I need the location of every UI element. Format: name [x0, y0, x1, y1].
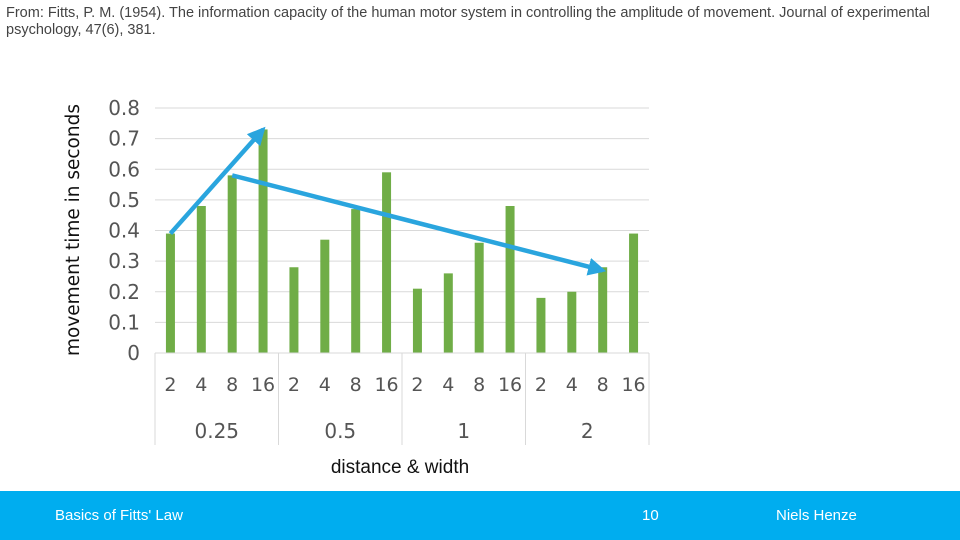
chart-arrows [168, 126, 607, 276]
x-tick-label: 2 [288, 374, 300, 396]
y-axis-title: movement time in seconds [63, 104, 84, 356]
x-axis-title: distance & width [331, 457, 469, 478]
x-tick-label: 2 [535, 374, 547, 396]
y-tick-label: 0.5 [108, 188, 140, 212]
bar [227, 175, 237, 353]
bar [165, 233, 175, 353]
y-tick-label: 0 [127, 341, 140, 365]
x-tick-label: 4 [442, 374, 454, 396]
x-tick-label: 16 [251, 374, 275, 396]
y-tick-label: 0.2 [108, 280, 140, 304]
y-tick-label: 0.7 [108, 127, 140, 151]
bar [258, 129, 268, 353]
y-tick-label: 0.4 [108, 219, 140, 243]
bar [320, 239, 330, 353]
x-group-labels: 0.25 0.5 1 2 [194, 419, 593, 443]
footer-bar: Basics of Fitts' Law 10 Niels Henze [0, 491, 960, 540]
bar [598, 267, 608, 353]
x-tick-label: 2 [411, 374, 423, 396]
y-tick-label: 0.6 [108, 157, 140, 181]
bar [382, 172, 392, 353]
bar [289, 267, 299, 353]
bar-chart: 00.10.20.30.40.50.60.70.8 2 4 8 16 2 4 8 16 2 4 8 1… [63, 96, 650, 478]
y-tick-label: 0.1 [108, 310, 140, 334]
bar [505, 206, 515, 353]
x-tick-label: 4 [319, 374, 331, 396]
x-tick-label: 16 [374, 374, 398, 396]
bar [351, 209, 361, 353]
x-tick-label: 8 [597, 374, 609, 396]
x-tick-labels: 2 4 8 16 2 4 8 16 2 4 8 16 2 4 8 16 [164, 374, 645, 396]
x-tick-label: 8 [350, 374, 362, 396]
x-group-label: 2 [581, 419, 594, 443]
x-tick-label: 2 [164, 374, 176, 396]
x-tick-label: 4 [195, 374, 207, 396]
bar [474, 242, 484, 353]
footer-title: Basics of Fitts' Law [55, 507, 183, 524]
footer-page-number: 10 [642, 507, 659, 524]
y-tick-label: 0.8 [108, 96, 140, 120]
chart-bars [165, 129, 639, 353]
bar [567, 291, 577, 353]
trend-arrow [231, 173, 607, 276]
x-tick-label: 8 [473, 374, 485, 396]
x-tick-label: 8 [226, 374, 238, 396]
bar [629, 233, 639, 353]
bar [536, 297, 546, 353]
bar [443, 273, 453, 353]
citation-text: From: Fitts, P. M. (1954). The informati… [6, 5, 930, 38]
y-tick-label: 0.3 [108, 249, 140, 273]
x-group-label: 0.25 [194, 419, 239, 443]
x-tick-label: 16 [621, 374, 645, 396]
x-group-label: 1 [457, 419, 470, 443]
footer-author: Niels Henze [776, 507, 857, 524]
bar [412, 288, 422, 353]
x-tick-label: 4 [566, 374, 578, 396]
bar [196, 206, 206, 353]
chart-axes [154, 352, 650, 445]
y-tick-labels: 0 0.1 0.2 0.3 0.4 0.5 0.6 0.7 0.8 [108, 96, 140, 365]
trend-arrow [168, 126, 266, 236]
x-group-label: 0.5 [324, 419, 356, 443]
x-tick-label: 16 [498, 374, 522, 396]
